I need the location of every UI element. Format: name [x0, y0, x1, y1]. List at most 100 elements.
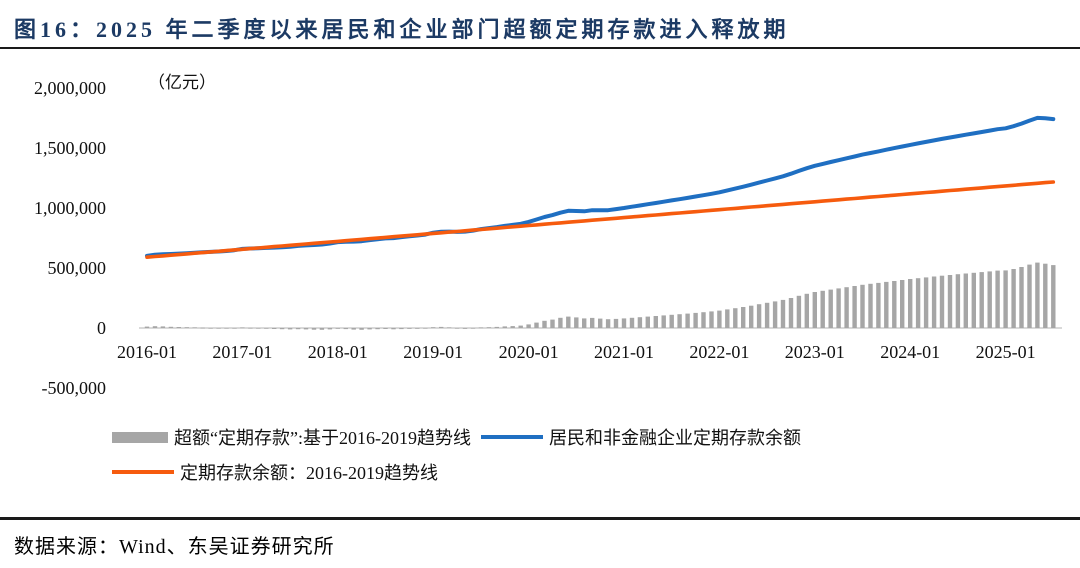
excess-bar: [351, 328, 356, 330]
excess-bar: [987, 271, 992, 328]
excess-bar: [327, 328, 333, 330]
excess-bar: [947, 275, 953, 328]
excess-bar: [852, 286, 857, 328]
excess-bar: [383, 328, 388, 329]
excess-bar: [598, 318, 603, 328]
excess-bar: [892, 281, 897, 328]
excess-bar: [486, 327, 492, 328]
excess-bar: [208, 328, 213, 329]
excess-bar: [184, 327, 189, 328]
excess-bar: [645, 316, 650, 328]
excess-bar: [264, 328, 269, 329]
excess-bar: [876, 282, 881, 328]
excess-bar: [144, 326, 150, 328]
excess-bar: [804, 293, 809, 328]
excess-bar: [454, 328, 460, 329]
x-tick-label: 2020-01: [498, 342, 559, 362]
excess-bar: [693, 312, 698, 328]
excess-bar: [1027, 264, 1032, 328]
excess-bar: [240, 327, 245, 329]
excess-bar: [526, 324, 531, 328]
actual-line-swatch-icon: [480, 435, 543, 439]
x-tick-label: 2019-01: [403, 342, 464, 362]
y-tick-label: -500,000: [41, 378, 107, 398]
excess-bar: [955, 274, 961, 328]
y-tick-label: 2,000,000: [34, 78, 106, 98]
legend-label-trend: 定期存款余额：2016-2019趋势线: [180, 463, 438, 483]
x-tick-label: 2021-01: [594, 342, 654, 362]
excess-bar: [494, 326, 499, 328]
y-tick-label: 0: [97, 318, 106, 338]
excess-bar: [621, 318, 627, 328]
excess-bar: [756, 304, 762, 328]
excess-bar: [931, 276, 937, 328]
excess-bar: [311, 328, 317, 330]
excess-bar: [574, 317, 579, 328]
excess-bar: [335, 328, 340, 329]
excess-bar: [733, 308, 738, 328]
excess-bar: [272, 328, 277, 329]
figure-title: 图16：2025 年二季度以来居民和企业部门超额定期存款进入释放期: [14, 17, 790, 42]
excess-bar: [725, 309, 730, 328]
excess-bar: [868, 283, 873, 328]
x-tick-label: 2017-01: [212, 342, 273, 362]
excess-bar: [224, 328, 229, 329]
legend: 超额“定期存款”:基于2016-2019趋势线 居民和非金融企业定期存款余额 定…: [112, 424, 811, 494]
excess-bar: [152, 326, 158, 328]
excess-bar: [502, 326, 507, 328]
excess-bar: [836, 288, 841, 328]
excess-bar: [168, 326, 174, 328]
excess-bar: [995, 270, 1000, 328]
excess-bar: [550, 319, 555, 328]
excess-bar: [764, 302, 770, 328]
excess-bar: [407, 328, 412, 329]
excess-bar: [963, 273, 968, 328]
excess-bar: [653, 316, 658, 328]
excess-bar: [1043, 263, 1048, 328]
excess-bar: [741, 307, 746, 328]
excess-bar: [629, 317, 635, 328]
excess-bar: [439, 326, 444, 328]
y-tick-label: 500,000: [47, 258, 107, 278]
excess-bar: [717, 310, 722, 328]
x-tick-label: 2023-01: [784, 342, 845, 362]
axis-unit-label: （亿元）: [148, 73, 216, 92]
excess-bar: [820, 290, 825, 328]
excess-bar: [900, 280, 905, 328]
excess-bar: [216, 328, 221, 329]
trend-line-swatch-icon: [112, 470, 174, 474]
excess-bar: [923, 277, 929, 328]
y-tick-label: 1,000,000: [34, 198, 106, 218]
excess-bar: [287, 328, 293, 330]
excess-bar: [796, 295, 802, 328]
excess-bar: [1035, 262, 1040, 328]
excess-bar: [566, 316, 571, 328]
x-tick-label: 2024-01: [880, 342, 941, 362]
x-tick-label: 2025-01: [975, 342, 1036, 362]
excess-bar: [884, 281, 889, 328]
excess-bar: [200, 327, 205, 329]
excess-bar: [812, 292, 817, 328]
actual-deposit-line: [145, 115, 1056, 258]
title-divider: [0, 47, 1080, 49]
excess-bar: [860, 284, 865, 328]
excess-bar: [661, 315, 666, 328]
excess-bar: [478, 327, 484, 329]
excess-bar: [462, 328, 468, 329]
excess-bar: [256, 328, 261, 329]
excess-bar: [470, 328, 476, 329]
excess-bar: [446, 327, 452, 328]
excess-bar: [192, 327, 197, 328]
excess-bar: [971, 272, 976, 328]
excess-bar: [303, 328, 309, 330]
excess-bar: [232, 328, 237, 329]
excess-bar: [613, 318, 619, 328]
excess-bar-swatch-icon: [112, 431, 168, 443]
excess-bar: [979, 272, 984, 328]
legend-label-actual: 居民和非金融企业定期存款余额: [548, 428, 801, 448]
excess-bar: [701, 312, 706, 328]
excess-bar: [669, 314, 674, 328]
excess-bar: [367, 328, 372, 330]
